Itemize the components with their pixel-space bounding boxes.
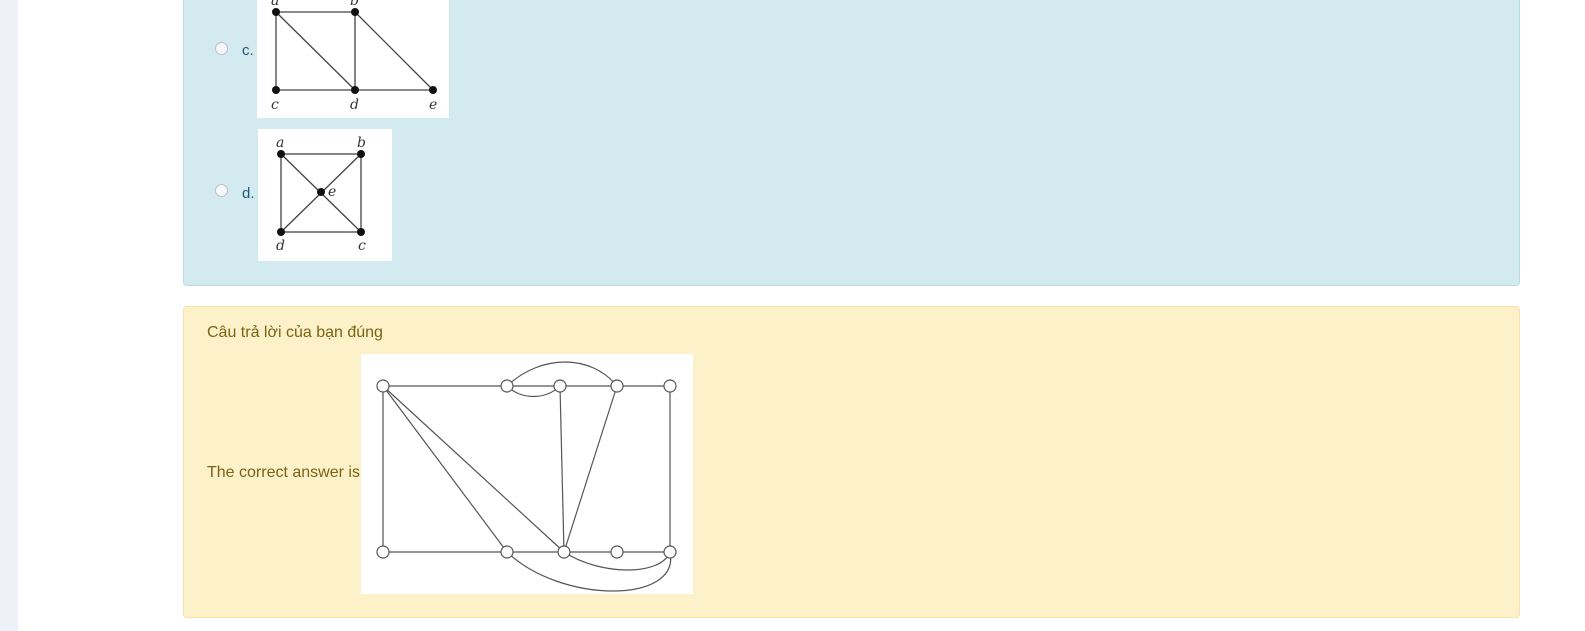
correct-answer-label: The correct answer is: <box>207 464 365 481</box>
option-d-node-d: d <box>276 238 285 254</box>
option-c-graph-image[interactable]: a b c d e <box>257 0 449 118</box>
option-d-letter: d. <box>242 185 255 202</box>
option-d-node-a: a <box>276 135 284 151</box>
option-d-node-b: b <box>357 135 366 151</box>
option-c-node-c: c <box>271 97 279 113</box>
option-d-node-c: c <box>358 238 366 254</box>
option-c-node-a: a <box>271 0 279 9</box>
option-c-node-e: e <box>429 97 437 113</box>
option-d-graph-image[interactable]: a b e d c <box>258 129 392 261</box>
answer-result-text: Câu trả lời của bạn đúng <box>207 324 383 341</box>
correct-answer-graph-image <box>361 354 693 594</box>
option-c-node-d: d <box>350 97 359 113</box>
option-d-node-e: e <box>328 184 336 200</box>
option-c-letter: c. <box>242 42 254 59</box>
option-c-radio[interactable] <box>215 42 228 55</box>
option-d-radio[interactable] <box>215 184 228 197</box>
option-c-node-b: b <box>350 0 359 9</box>
